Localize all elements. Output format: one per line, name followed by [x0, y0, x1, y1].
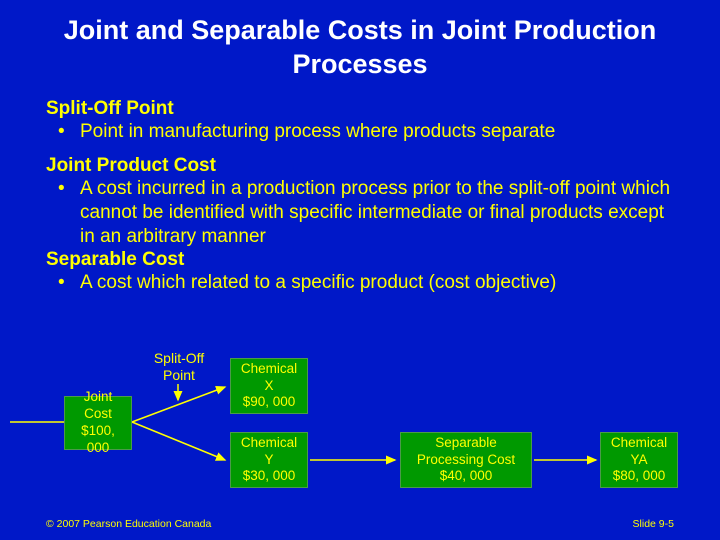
- box-line: Chemical: [235, 435, 303, 452]
- bullet-dot: •: [58, 271, 80, 295]
- box-line: YA: [605, 452, 673, 469]
- slide-number: Slide 9-5: [633, 518, 674, 530]
- bullet-text: Point in manufacturing process where pro…: [80, 120, 674, 144]
- box-chemical-y: Chemical Y $30, 000: [230, 432, 308, 488]
- box-line: Separable: [405, 435, 527, 452]
- bullet-dot: •: [58, 120, 80, 144]
- box-line: $100, 000: [69, 423, 127, 457]
- box-line: $80, 000: [605, 468, 673, 485]
- split-off-label-text: Split-Off Point: [148, 350, 210, 384]
- box-line: $30, 000: [235, 468, 303, 485]
- heading-splitoff: Split-Off Point: [46, 98, 674, 120]
- box-chemical-x: Chemical X $90, 000: [230, 358, 308, 414]
- box-separable-cost: Separable Processing Cost $40, 000: [400, 432, 532, 488]
- split-off-label: Split-Off Point: [148, 350, 210, 384]
- box-line: $40, 000: [405, 468, 527, 485]
- heading-joint-cost: Joint Product Cost: [46, 155, 674, 177]
- bullet-text: A cost incurred in a production process …: [80, 177, 674, 248]
- box-line: Y: [235, 452, 303, 469]
- box-joint-cost: Joint Cost $100, 000: [64, 396, 132, 450]
- bullet-text: A cost which related to a specific produ…: [80, 271, 674, 295]
- box-line: Processing Cost: [405, 452, 527, 469]
- bullet-separable-cost: • A cost which related to a specific pro…: [46, 271, 674, 295]
- section-costs: Joint Product Cost • A cost incurred in …: [0, 143, 720, 294]
- box-line: X: [235, 378, 303, 395]
- box-line: Joint: [69, 389, 127, 406]
- diagram: Split-Off Point Joint Cost $100, 000 Che…: [0, 350, 720, 510]
- footer: © 2007 Pearson Education Canada Slide 9-…: [46, 518, 674, 530]
- slide-title: Joint and Separable Costs in Joint Produ…: [0, 0, 720, 92]
- section-splitoff: Split-Off Point • Point in manufacturing…: [0, 92, 720, 144]
- box-chemical-ya: Chemical YA $80, 000: [600, 432, 678, 488]
- bullet-joint-cost: • A cost incurred in a production proces…: [46, 177, 674, 248]
- box-line: Cost: [69, 406, 127, 423]
- heading-separable-cost: Separable Cost: [46, 249, 674, 271]
- box-line: $90, 000: [235, 394, 303, 411]
- bullet-dot: •: [58, 177, 80, 248]
- copyright: © 2007 Pearson Education Canada: [46, 518, 211, 530]
- bullet-splitoff: • Point in manufacturing process where p…: [46, 120, 674, 144]
- box-line: Chemical: [605, 435, 673, 452]
- box-line: Chemical: [235, 361, 303, 378]
